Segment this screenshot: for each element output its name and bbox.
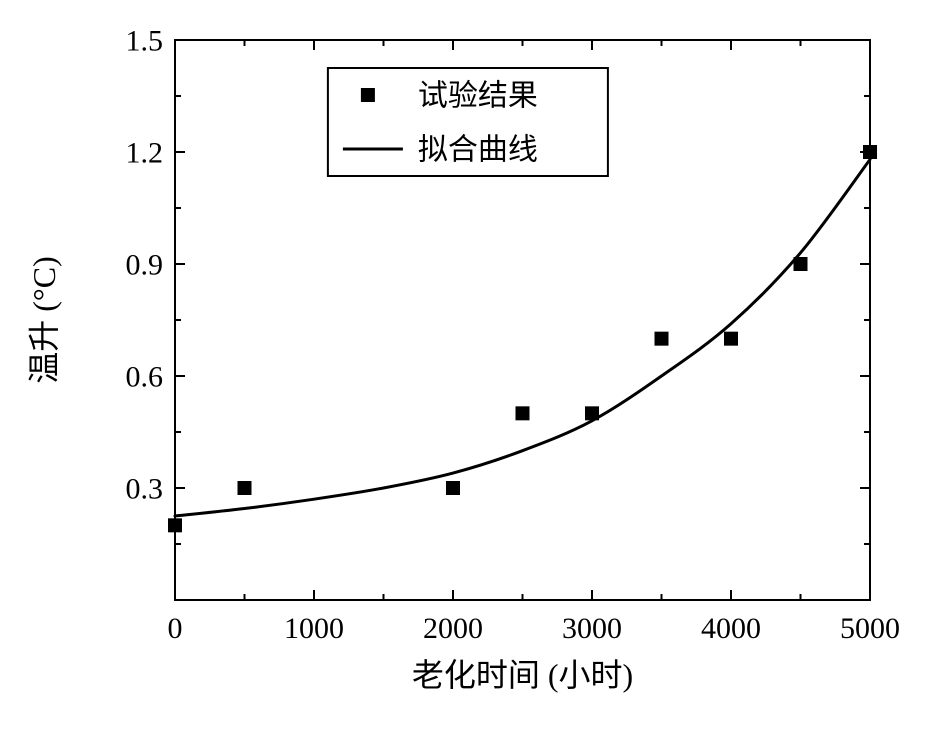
scatter-point — [585, 406, 599, 420]
scatter-point — [863, 145, 877, 159]
y-tick-label: 1.2 — [126, 137, 164, 170]
scatter-point — [238, 481, 252, 495]
fit-curve — [175, 159, 870, 516]
y-tick-label: 0.6 — [126, 361, 164, 394]
x-tick-label: 3000 — [562, 612, 622, 645]
legend-label-scatter: 试验结果 — [418, 80, 538, 113]
x-tick-label: 0 — [168, 612, 183, 645]
y-axis-label: 温升 (°C) — [26, 256, 62, 383]
y-tick-label: 0.3 — [126, 473, 164, 506]
scatter-point — [446, 481, 460, 495]
scatter-point — [516, 406, 530, 420]
scatter-point — [794, 257, 808, 271]
chart-container: 0 1000 2000 3000 4000 5000 0.3 0.6 0.9 1.2 1.5 老化时间… — [0, 0, 937, 743]
plot-border — [175, 40, 870, 600]
legend-label-fit: 拟合曲线 — [418, 134, 538, 167]
x-tick-label: 4000 — [701, 612, 761, 645]
x-tick-label: 5000 — [840, 612, 900, 645]
scatter-point — [168, 518, 182, 532]
x-tick-label: 1000 — [284, 612, 344, 645]
scatter-point — [655, 332, 669, 346]
x-axis-label: 老化时间 (小时) — [412, 657, 633, 693]
x-tick-label: 2000 — [423, 612, 483, 645]
y-tick-label: 1.5 — [126, 25, 164, 58]
scatter-point — [724, 332, 738, 346]
legend-marker-icon — [361, 88, 375, 102]
y-tick-label: 0.9 — [126, 249, 164, 282]
chart-svg: 0 1000 2000 3000 4000 5000 0.3 0.6 0.9 1.2 1.5 老化时间… — [0, 0, 937, 743]
